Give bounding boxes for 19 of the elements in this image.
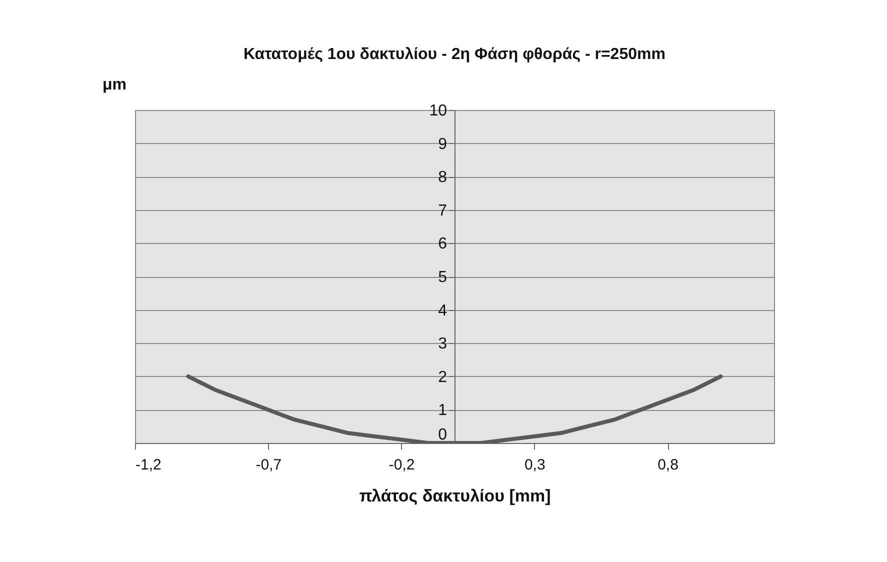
y-tick-label: 6 <box>438 236 448 253</box>
y-tick-label: 1 <box>438 402 448 420</box>
y-axis-title: μm <box>102 76 127 94</box>
y-tick-label: 5 <box>438 269 448 286</box>
y-tick-label: 2 <box>438 368 448 386</box>
x-tick-label: -0,7 <box>256 456 282 474</box>
y-tick-label: 7 <box>438 202 448 220</box>
x-tick-label: 0,3 <box>524 456 546 474</box>
y-tick-label: 3 <box>438 336 448 353</box>
x-tick-label: 0,8 <box>658 456 678 474</box>
x-axis-title: πλάτος δακτυλίου [mm] <box>359 486 551 506</box>
y-tick-label: 0 <box>438 426 448 444</box>
x-tick-label: -1,2 <box>136 456 162 474</box>
y-tick-label: 10 <box>429 102 448 120</box>
y-tick-label: 9 <box>438 136 448 153</box>
y-tick-label: 4 <box>438 302 448 320</box>
y-tick-label: 8 <box>438 169 448 186</box>
x-tick-label: -0,2 <box>388 456 415 474</box>
chart-title: Κατατομές 1ου δακτυλίου - 2η Φάση φθοράς - r=250mm <box>244 46 666 63</box>
